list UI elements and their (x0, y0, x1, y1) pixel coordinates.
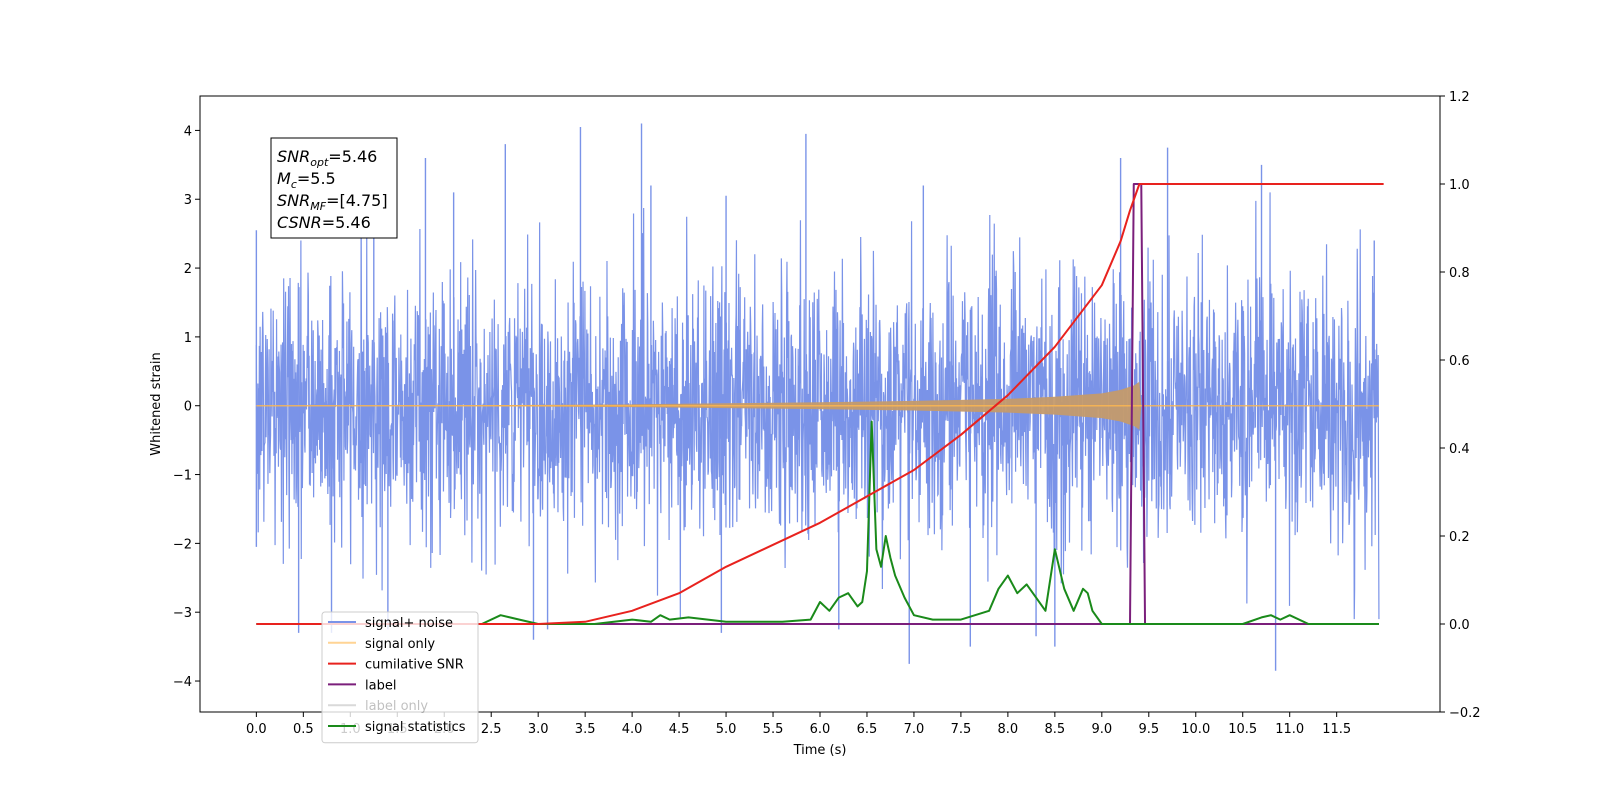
x-tick-label-17: 8.5 (1045, 722, 1066, 737)
series-cumulative-snr (256, 183, 1384, 625)
series-layer (255, 123, 1384, 671)
annotation-line-3: CSNR=5.46 (277, 213, 371, 232)
y-tick-label-3: −1 (173, 469, 192, 484)
x-tick-label-16: 8.0 (998, 722, 1019, 737)
y2-tick-label-2: 0.2 (1449, 530, 1470, 545)
x-tick-label-22: 11.0 (1275, 722, 1304, 737)
annotation-line-2: SNRMF=[4.75] (277, 191, 388, 213)
y-tick-label-2: −2 (173, 537, 192, 552)
x-tick-label-23: 11.5 (1322, 722, 1351, 737)
y2-tick-label-4: 0.6 (1449, 354, 1470, 369)
series-signal-noise (255, 192, 1380, 620)
x-tick-label-1: 0.5 (293, 722, 314, 737)
x-tick-label-12: 6.0 (810, 722, 831, 737)
x-tick-label-11: 5.5 (763, 722, 784, 737)
y-tick-label-6: 2 (184, 262, 192, 277)
legend-label-1: signal only (365, 637, 435, 652)
legend-frame (321, 611, 479, 744)
x-tick-label-19: 9.5 (1138, 722, 1159, 737)
x-tick-label-21: 10.5 (1228, 722, 1257, 737)
x-tick-label-7: 3.5 (575, 722, 596, 737)
x-tick-label-9: 4.5 (669, 722, 690, 737)
series-signal-statistics (256, 420, 1379, 625)
y2-tick-label-7: 1.2 (1449, 90, 1470, 105)
y2-tick-label-1: 0.0 (1449, 618, 1470, 633)
y2-tick-label-5: 0.8 (1449, 266, 1470, 281)
annotation-frame (270, 137, 398, 239)
y-tick-label-5: 1 (184, 331, 192, 346)
x-tick-label-20: 10.0 (1181, 722, 1210, 737)
legend: signal+ noise signal only cumilative SNR la… (321, 611, 479, 744)
x-tick-label-13: 6.5 (857, 722, 878, 737)
x-tick-label-18: 9.0 (1091, 722, 1112, 737)
x-tick-label-0: 0.0 (246, 722, 267, 737)
annotation-line-1: Mc=5.5 (277, 169, 336, 191)
x-axis-label: Time (s) (793, 743, 847, 758)
legend-label-2: cumilative SNR (365, 658, 464, 673)
y-axis-label: Whitened strain (149, 352, 164, 455)
legend-label-3: label (365, 678, 396, 693)
y-axis-left: −4 −3 −2 −1 0 1 2 3 4 (173, 124, 200, 690)
y-tick-label-0: −4 (173, 675, 192, 690)
y-tick-label-8: 4 (184, 124, 192, 139)
y2-tick-label-6: 1.0 (1449, 178, 1470, 193)
y-tick-label-4: 0 (184, 400, 192, 415)
y-axis-right: −0.2 0.0 0.2 0.4 0.6 0.8 1.0 1.2 (1440, 90, 1481, 721)
y2-tick-label-0: −0.2 (1449, 706, 1481, 721)
legend-label-0: signal+ noise (365, 616, 453, 631)
y-tick-label-1: −3 (173, 606, 192, 621)
legend-label-5: signal statistics (365, 720, 466, 735)
x-tick-label-5: 2.5 (481, 722, 502, 737)
x-tick-label-15: 7.5 (951, 722, 972, 737)
annotation-line-0: SNRopt=5.46 (277, 147, 377, 169)
legend-label-4: label only (365, 699, 428, 714)
y-tick-label-7: 3 (184, 193, 192, 208)
x-tick-label-14: 7.0 (904, 722, 925, 737)
y2-tick-label-3: 0.4 (1449, 442, 1470, 457)
x-tick-label-8: 4.0 (622, 722, 643, 737)
x-tick-label-6: 3.0 (528, 722, 549, 737)
x-tick-label-10: 5.0 (716, 722, 737, 737)
